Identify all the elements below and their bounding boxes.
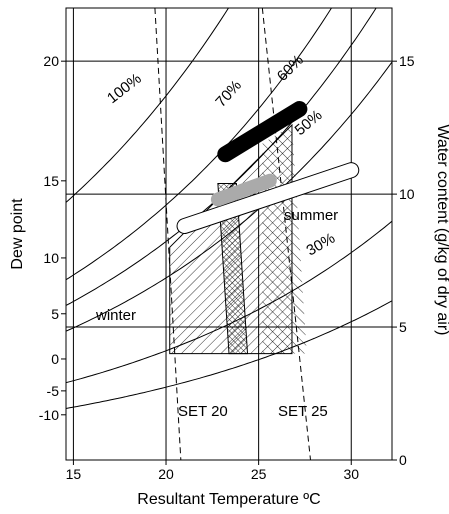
- right-tick-label: 10: [399, 186, 415, 202]
- right-tick-label: 5: [399, 319, 407, 335]
- bands: [176, 101, 360, 235]
- right-tick-label: 15: [399, 53, 415, 69]
- rh-curve-label: 70%: [212, 77, 245, 111]
- set20-label: SET 20: [178, 403, 228, 420]
- left-tick-label: 10: [43, 250, 59, 266]
- left-tick-label: 5: [51, 306, 59, 322]
- band-outline-fill: [177, 163, 359, 234]
- band-gray: [210, 173, 277, 207]
- rh-curve-label: 60%: [274, 52, 307, 85]
- set-lines: [154, 8, 311, 460]
- rh-curve: [66, 61, 392, 332]
- left-tick-label: -5: [47, 383, 60, 399]
- set25-label: SET 25: [278, 403, 328, 420]
- left-axis-title: Dew point: [9, 198, 26, 270]
- rh-curve: [66, 220, 392, 384]
- summer-label: summer: [284, 207, 338, 224]
- left-tick-label: 15: [43, 173, 59, 189]
- band-black: [217, 101, 308, 163]
- x-tick-label: 25: [251, 466, 267, 482]
- right-axis-title: Water content (g/kg of dry air): [434, 124, 449, 335]
- left-tick-label: 0: [51, 351, 59, 367]
- set-line: [261, 8, 311, 460]
- x-tick-label: 30: [343, 466, 359, 482]
- left-tick-label: 20: [43, 53, 59, 69]
- plot-frame: [65, 7, 393, 461]
- left-axis-ticks: 20 15 10 5 0 -5 -10: [39, 53, 66, 423]
- left-tick-label: -10: [39, 407, 59, 423]
- right-axis-ticks: 0 5 10 15: [392, 53, 415, 468]
- right-tick-label: 0: [399, 452, 407, 468]
- region-overlap-cross: [217, 183, 248, 354]
- rh-curve: [66, 300, 392, 409]
- rh-curve-label: 30%: [304, 230, 339, 260]
- winter-label: winter: [95, 307, 136, 324]
- x-tick-label: 20: [158, 466, 174, 482]
- region-summer: [262, 124, 307, 354]
- rh-curve-label: 100%: [104, 70, 145, 107]
- rh-curve: [66, 8, 230, 203]
- set-line: [154, 8, 182, 460]
- x-axis-ticks: 15 20 25 30: [66, 460, 359, 482]
- x-axis-title: Resultant Temperature ºC: [137, 491, 320, 508]
- x-tick-label: 15: [66, 466, 82, 482]
